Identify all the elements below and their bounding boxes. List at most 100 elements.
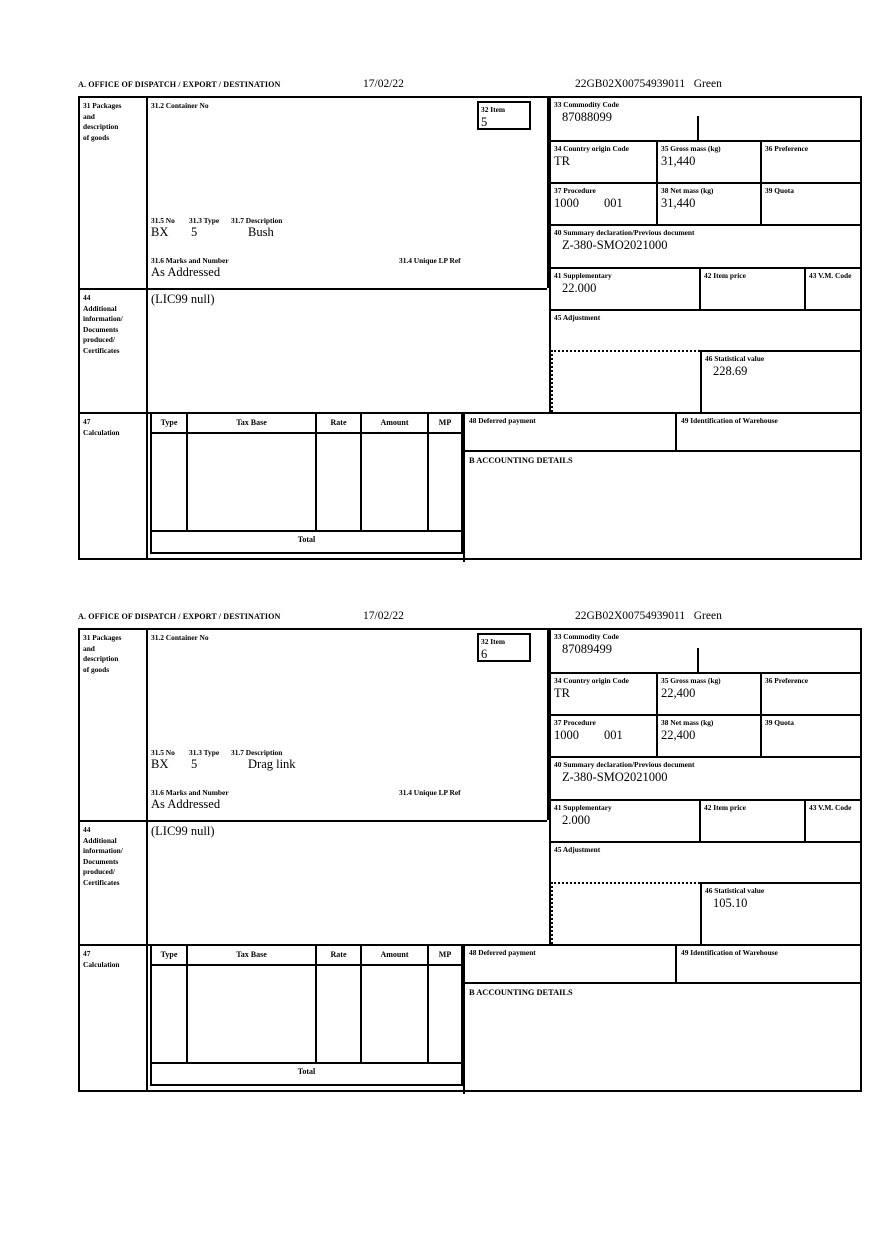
left-label-spine: 31 Packages and description of goods 44 … bbox=[80, 630, 148, 1090]
procedure-value-primary: 1000 bbox=[554, 728, 579, 742]
cell-rate bbox=[317, 966, 362, 1062]
warehouse-identification-field: 49 Identification of Warehouse bbox=[677, 946, 862, 984]
packages-type-value: 5 bbox=[191, 757, 198, 771]
additional-information-value: (LIC99 null) bbox=[151, 824, 215, 838]
warehouse-identification-label: 49 Identification of Warehouse bbox=[681, 948, 778, 957]
statistical-value-amount: 228.69 bbox=[713, 364, 748, 378]
procedure-value-secondary: 001 bbox=[604, 728, 623, 742]
deferred-payment-field: 48 Deferred payment bbox=[465, 946, 677, 984]
additional-information-value: (LIC99 null) bbox=[151, 292, 215, 306]
column-header-type: Type bbox=[152, 946, 188, 964]
form-body: 31 Packages and description of goods 44 … bbox=[78, 630, 862, 1094]
calculation-section: Type Tax Base Rate Amount MP To bbox=[148, 412, 862, 562]
country-origin-label: 34 Country origin Code bbox=[554, 144, 629, 153]
marks-and-number-label: 31.6 Marks and Number bbox=[151, 256, 229, 265]
cell-rate bbox=[317, 434, 362, 530]
left-label-spine: 31 Packages and description of goods 44 … bbox=[80, 98, 148, 558]
unique-lp-ref-label: 31.4 Unique LP Ref bbox=[399, 788, 461, 797]
accounting-details-field: B ACCOUNTING DETAILS bbox=[465, 984, 862, 1094]
goods-right-divider bbox=[547, 630, 549, 820]
procedure-label: 37 Procedure bbox=[554, 186, 596, 195]
box44-label: 44 Additional information/ Documents pro… bbox=[80, 820, 148, 944]
goods-description-block: 31.2 Container No 31.5 No 31.3 Type 31.7… bbox=[148, 98, 547, 288]
customs-declaration-form: A. OFFICE OF DISPATCH / EXPORT / DESTINA… bbox=[78, 610, 862, 1094]
quota-field: 39 Quota bbox=[760, 182, 862, 224]
item-number-label: 32 Item bbox=[481, 105, 506, 114]
statistical-value-label: 46 Statistical value bbox=[705, 886, 765, 895]
description-value: Drag link bbox=[248, 757, 296, 771]
customs-declaration-form: A. OFFICE OF DISPATCH / EXPORT / DESTINA… bbox=[78, 78, 862, 562]
form-body: 31 Packages and description of goods 44 … bbox=[78, 98, 862, 562]
adjustment-field: 45 Adjustment bbox=[551, 309, 862, 350]
right-fields-column: 33 Commodity Code 87088099 34 Country or… bbox=[549, 98, 862, 412]
marks-and-number-value: As Addressed bbox=[151, 797, 221, 811]
right-fields-column: 33 Commodity Code 87089499 34 Country or… bbox=[549, 630, 862, 944]
accounting-details-field: B ACCOUNTING DETAILS bbox=[465, 452, 862, 562]
cell-mp bbox=[429, 434, 461, 530]
net-mass-value: 31,440 bbox=[661, 196, 696, 210]
country-origin-label: 34 Country origin Code bbox=[554, 676, 629, 685]
adjustment-label: 45 Adjustment bbox=[554, 845, 601, 854]
supplementary-field: 41 Supplementary 2.000 bbox=[551, 799, 699, 841]
column-header-rate: Rate bbox=[317, 414, 362, 432]
commodity-code-field: 33 Commodity Code 87089499 bbox=[551, 630, 862, 672]
calculation-table-body bbox=[152, 434, 461, 532]
packages-no-value: BX bbox=[151, 225, 169, 239]
cell-tax-base bbox=[188, 434, 317, 530]
statistical-value-field: 46 Statistical value 228.69 bbox=[700, 350, 862, 412]
column-header-amount: Amount bbox=[362, 414, 429, 432]
vm-code-field: 43 V.M. Code bbox=[804, 799, 862, 841]
cell-type bbox=[152, 966, 188, 1062]
gross-mass-value: 22,400 bbox=[661, 686, 696, 700]
deferred-payment-label: 48 Deferred payment bbox=[469, 948, 536, 957]
cell-amount bbox=[362, 434, 429, 530]
vm-code-label: 43 V.M. Code bbox=[809, 271, 852, 280]
box47-label: 47 Calculation bbox=[80, 412, 148, 560]
procedure-field: 37 Procedure 1000 001 bbox=[551, 182, 656, 224]
packages-type-label: 31.3 Type bbox=[189, 216, 220, 225]
item-price-label: 42 Item price bbox=[704, 271, 746, 280]
column-header-type: Type bbox=[152, 414, 188, 432]
calculation-total-row: Total bbox=[152, 532, 461, 550]
summary-declaration-field: 40 Summary declaration/Previous document… bbox=[551, 224, 862, 267]
item-number-label: 32 Item bbox=[481, 637, 506, 646]
commodity-code-divider-tick bbox=[697, 648, 699, 672]
item-number-value: 6 bbox=[481, 647, 488, 661]
quota-field: 39 Quota bbox=[760, 714, 862, 756]
column-header-mp: MP bbox=[438, 418, 452, 427]
summary-declaration-field: 40 Summary declaration/Previous document… bbox=[551, 756, 862, 799]
dotted-placeholder-box bbox=[551, 882, 700, 944]
gross-mass-field: 35 Gross mass (kg) 31,440 bbox=[656, 140, 760, 182]
warehouse-identification-field: 49 Identification of Warehouse bbox=[677, 414, 862, 452]
commodity-code-label: 33 Commodity Code bbox=[554, 100, 619, 109]
box31-label: 31 Packages and description of goods bbox=[83, 633, 122, 674]
commodity-code-divider-tick bbox=[697, 116, 699, 140]
calculation-table: Type Tax Base Rate Amount MP To bbox=[150, 946, 463, 1086]
supplementary-label: 41 Supplementary bbox=[554, 271, 612, 280]
warehouse-identification-label: 49 Identification of Warehouse bbox=[681, 416, 778, 425]
preference-label: 36 Preference bbox=[765, 676, 809, 685]
statistical-value-row: 46 Statistical value 105.10 bbox=[551, 882, 862, 944]
summary-declaration-value: Z-380-SMO2021000 bbox=[562, 238, 668, 252]
box44-content: (LIC99 null) bbox=[148, 288, 547, 412]
vm-code-field: 43 V.M. Code bbox=[804, 267, 862, 309]
adjustment-label: 45 Adjustment bbox=[554, 313, 601, 322]
goods-right-divider bbox=[547, 98, 549, 288]
statistical-value-row: 46 Statistical value 228.69 bbox=[551, 350, 862, 412]
column-header-rate: Rate bbox=[317, 946, 362, 964]
commodity-code-label: 33 Commodity Code bbox=[554, 632, 619, 641]
item-number-box: 32 Item 6 bbox=[477, 633, 531, 662]
form-header: A. OFFICE OF DISPATCH / EXPORT / DESTINA… bbox=[78, 78, 862, 98]
description-label: 31.7 Description bbox=[231, 216, 283, 225]
preference-field: 36 Preference bbox=[760, 140, 862, 182]
deferred-payment-label: 48 Deferred payment bbox=[469, 416, 536, 425]
country-origin-value: TR bbox=[554, 154, 570, 168]
net-mass-field: 38 Net mass (kg) 22,400 bbox=[656, 714, 760, 756]
gross-mass-field: 35 Gross mass (kg) 22,400 bbox=[656, 672, 760, 714]
declaration-date: 17/02/22 bbox=[363, 610, 404, 622]
calculation-table-header: Type Tax Base Rate Amount MP bbox=[152, 414, 461, 434]
column-header-tax-base: Tax Base bbox=[188, 946, 317, 964]
supplementary-field: 41 Supplementary 22.000 bbox=[551, 267, 699, 309]
cell-amount bbox=[362, 966, 429, 1062]
packages-no-label: 31.5 No bbox=[151, 748, 175, 757]
